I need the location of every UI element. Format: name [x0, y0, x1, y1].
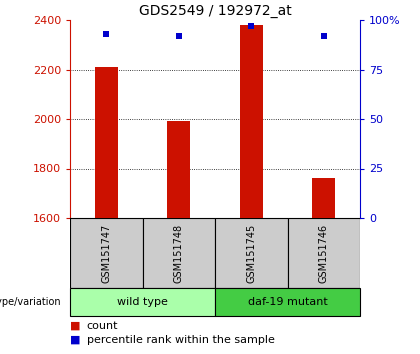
Text: GSM151748: GSM151748	[174, 223, 184, 282]
Bar	[94, 67, 118, 218]
Text: count: count	[87, 321, 118, 331]
Bar	[288, 218, 360, 288]
Text: daf-19 mutant: daf-19 mutant	[248, 297, 327, 307]
Bar	[167, 121, 190, 218]
Bar	[312, 178, 335, 218]
Bar	[70, 288, 215, 316]
Text: GSM151745: GSM151745	[246, 223, 256, 282]
Text: genotype/variation: genotype/variation	[0, 297, 62, 307]
Text: ■: ■	[70, 335, 81, 345]
Text: percentile rank within the sample: percentile rank within the sample	[87, 335, 275, 345]
Text: wild type: wild type	[117, 297, 168, 307]
Text: GSM151746: GSM151746	[319, 223, 329, 282]
Text: ■: ■	[70, 321, 81, 331]
Text: GSM151747: GSM151747	[101, 223, 111, 282]
Bar	[142, 218, 215, 288]
Bar	[70, 218, 142, 288]
Bar	[215, 288, 360, 316]
Bar	[215, 218, 288, 288]
Bar	[240, 25, 263, 218]
Title: GDS2549 / 192972_at: GDS2549 / 192972_at	[139, 4, 291, 18]
